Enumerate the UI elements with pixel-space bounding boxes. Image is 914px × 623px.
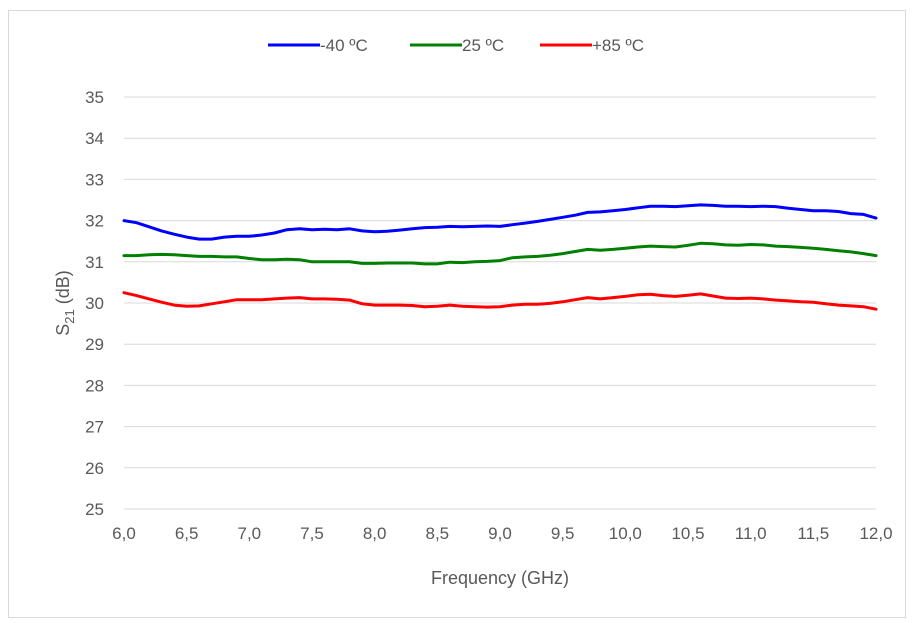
y-axis-title-subscript: 21 <box>62 309 77 323</box>
legend-label-2: +85 ºC <box>592 36 644 55</box>
x-tick-label: 8,5 <box>426 524 450 543</box>
y-tick-label: 26 <box>85 459 104 478</box>
legend-label-0: -40 ºC <box>320 36 368 55</box>
x-tick-label: 11,0 <box>735 524 767 543</box>
y-tick-label: 25 <box>85 500 104 519</box>
chart-frame <box>8 10 906 618</box>
y-tick-labels: 25 26 27 28 29 30 31 32 33 34 35 <box>85 88 104 519</box>
series-line-0 <box>122 203 878 241</box>
y-axis-title-unit: (dB) <box>53 270 73 309</box>
legend-label-1: 25 ºC <box>462 36 504 55</box>
gridlines <box>124 96 876 510</box>
x-tick-label: 10,5 <box>671 524 704 543</box>
y-tick-label: 34 <box>85 129 104 148</box>
x-tick-label: 12,0 <box>859 524 892 543</box>
y-tick-label: 31 <box>85 253 104 272</box>
y-tick-label: 33 <box>85 170 104 189</box>
x-tick-label: 9,0 <box>488 524 512 543</box>
y-tick-label: 29 <box>85 335 104 354</box>
y-tick-label: 27 <box>85 418 104 437</box>
x-tick-labels: 6,0 6,5 7,0 7,5 8,0 8,5 9,0 9,5 10,0 10,5 11,0 11,5… <box>112 524 892 543</box>
y-axis-title: S21 (dB) <box>53 270 77 336</box>
series-line-1 <box>122 241 878 266</box>
x-tick-label: 7,0 <box>238 524 262 543</box>
x-axis-title: Frequency (GHz) <box>431 568 569 588</box>
x-tick-label: 10,0 <box>609 524 642 543</box>
y-axis-title-base: S <box>53 324 73 336</box>
y-tick-label: 35 <box>85 88 104 107</box>
x-tick-label: 11,5 <box>797 524 829 543</box>
y-tick-label: 30 <box>85 294 104 313</box>
x-tick-label: 6,0 <box>112 524 136 543</box>
x-tick-label: 7,5 <box>300 524 324 543</box>
x-tick-label: 6,5 <box>175 524 199 543</box>
series-lines <box>122 203 878 311</box>
x-tick-label: 9,5 <box>551 524 575 543</box>
y-tick-label: 32 <box>85 212 104 231</box>
series-line-2 <box>122 291 878 311</box>
y-tick-label: 28 <box>85 376 104 395</box>
legend: -40 ºC 25 ºC +85 ºC <box>268 36 644 55</box>
x-tick-label: 8,0 <box>363 524 387 543</box>
